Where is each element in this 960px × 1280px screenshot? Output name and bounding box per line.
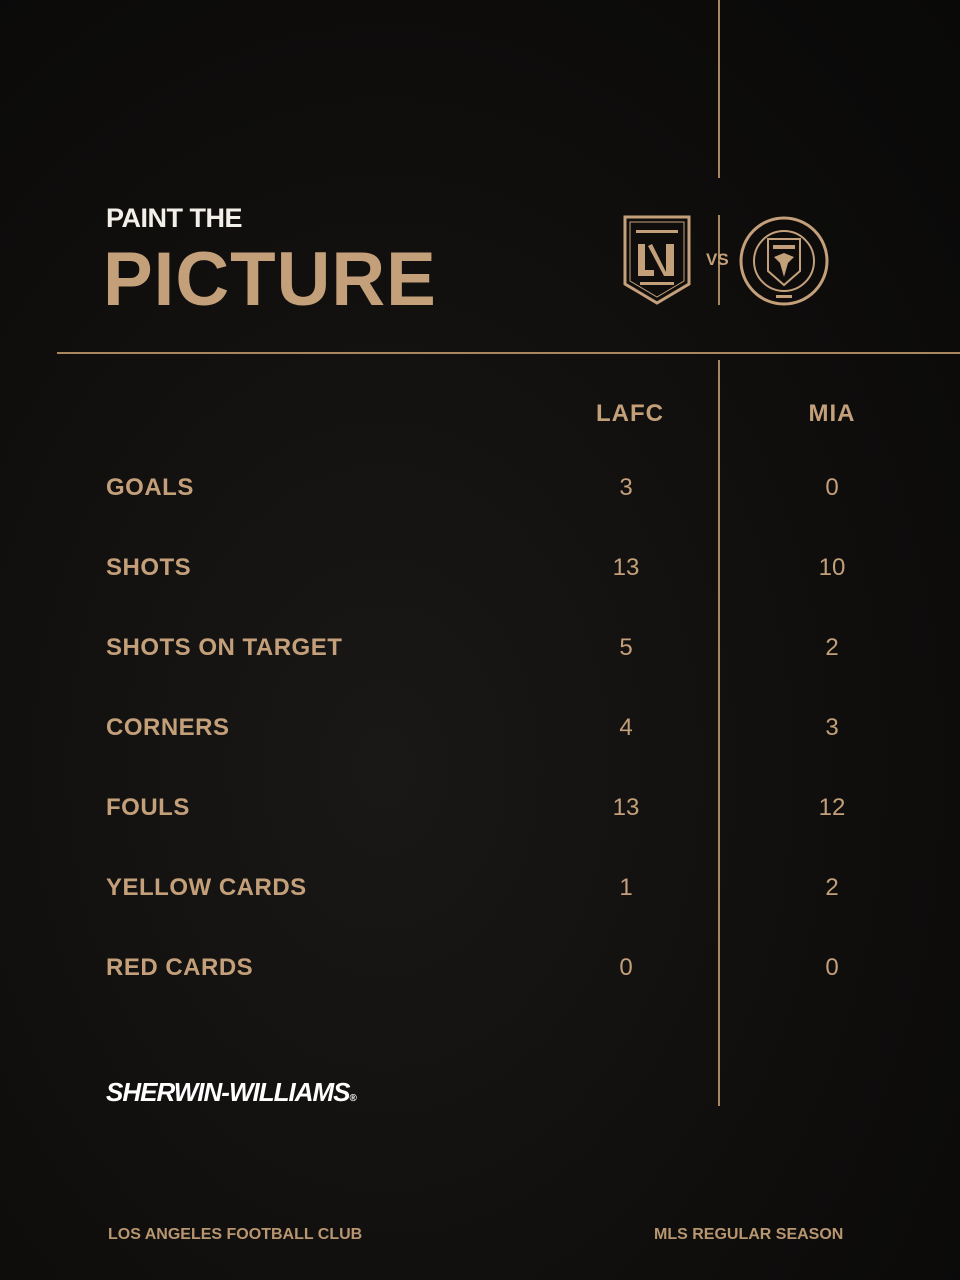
- stat-value-mia: 3: [825, 714, 839, 741]
- stat-value-lafc: 3: [619, 474, 633, 501]
- stat-value-lafc: 0: [619, 954, 633, 981]
- stat-label: RED CARDS: [106, 954, 254, 981]
- divider-vertical-logos: [718, 215, 720, 305]
- title-line1: PAINT THE: [106, 203, 243, 233]
- column-header-lafc: LAFC: [596, 400, 664, 427]
- divider-vertical-top: [718, 0, 720, 178]
- footer-club: LOS ANGELES FOOTBALL CLUB: [108, 1226, 363, 1243]
- stat-value-mia: 0: [825, 474, 839, 501]
- stat-label: CORNERS: [106, 714, 230, 741]
- page-title: PICTURE: [103, 237, 437, 322]
- stat-value-lafc: 4: [619, 714, 633, 741]
- vs-label: VS: [706, 250, 729, 269]
- stat-value-mia: 12: [818, 794, 846, 821]
- column-header-mia: MIA: [808, 400, 856, 427]
- stat-label: SHOTS: [106, 554, 192, 581]
- stat-label: GOALS: [106, 474, 194, 501]
- sponsor-mark: ®: [349, 1093, 357, 1104]
- stat-label: SHOTS ON TARGET: [106, 634, 343, 661]
- sponsor-name: SHERWIN-WILLIAMS: [106, 1077, 350, 1107]
- stat-value-lafc: 5: [619, 634, 633, 661]
- stat-value-lafc: 13: [612, 554, 640, 581]
- stat-value-mia: 2: [825, 874, 839, 901]
- stat-value-lafc: 1: [619, 874, 633, 901]
- stat-value-lafc: 13: [612, 794, 640, 821]
- lafc-logo: [623, 215, 691, 305]
- stat-label: YELLOW CARDS: [106, 874, 307, 901]
- footer-competition: MLS REGULAR SEASON: [654, 1226, 844, 1243]
- divider-vertical-table: [718, 360, 720, 1106]
- stat-value-mia: 0: [825, 954, 839, 981]
- stat-label: FOULS: [106, 794, 190, 821]
- sponsor-logo: SHERWIN-WILLIAMS®: [106, 1077, 357, 1108]
- stat-value-mia: 10: [818, 554, 846, 581]
- divider-horizontal: [57, 352, 960, 354]
- inter-miami-logo: [739, 216, 829, 306]
- stat-value-mia: 2: [825, 634, 839, 661]
